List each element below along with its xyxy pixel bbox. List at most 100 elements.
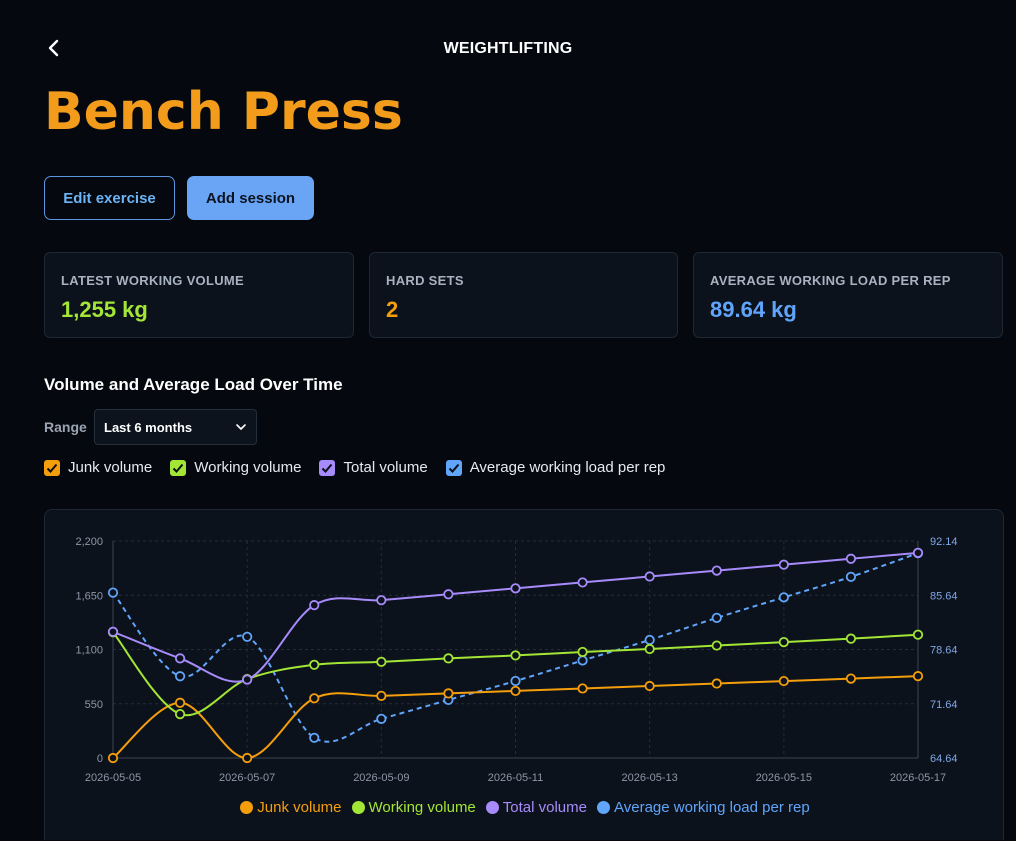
y-left-tick-label: 2,200	[75, 536, 103, 548]
range-select[interactable]: Last 6 months	[94, 409, 257, 445]
stat-card-latest-working-volume: LATEST WORKING VOLUME 1,255 kg	[44, 252, 354, 338]
data-point-total-volume	[242, 674, 253, 685]
data-point-average-working-load-per-rep	[577, 655, 588, 666]
data-point-working-volume	[644, 643, 655, 655]
checkmark-icon	[322, 463, 333, 473]
legend-label: Working volume	[368, 799, 476, 816]
back-button[interactable]	[42, 36, 66, 60]
data-point-average-working-load-per-rep	[644, 634, 655, 646]
data-point-average-working-load-per-rep	[711, 612, 722, 623]
data-point-junk-volume	[644, 680, 655, 692]
add-session-button[interactable]: Add session	[187, 176, 314, 220]
y-left-tick-label: 0	[97, 753, 103, 765]
data-point-working-volume	[309, 659, 320, 670]
legend-swatch	[240, 801, 254, 814]
data-point-total-volume	[845, 553, 857, 564]
x-tick-label: 2026-05-11	[488, 772, 543, 784]
data-point-working-volume	[912, 629, 924, 640]
toggle-junk-volume[interactable]: Junk volume	[44, 459, 152, 476]
data-point-junk-volume	[510, 685, 521, 697]
range-label: Range	[44, 419, 87, 435]
x-tick-label: 2026-05-07	[219, 772, 275, 784]
data-point-junk-volume	[376, 690, 387, 701]
y-right-tick-label: 85.64	[930, 590, 958, 602]
data-point-average-working-load-per-rep	[242, 631, 253, 642]
data-point-junk-volume	[912, 671, 924, 682]
legend-label: Average working load per rep	[614, 799, 810, 816]
data-point-total-volume	[510, 583, 521, 594]
x-tick-label: 2026-05-05	[85, 772, 141, 784]
chart-section-title: Volume and Average Load Over Time	[44, 375, 343, 394]
x-tick-label: 2026-05-09	[353, 772, 409, 784]
checkmark-icon	[173, 463, 184, 473]
stat-label: AVERAGE WORKING LOAD PER REP	[710, 273, 951, 288]
y-left-tick-label: 1,100	[75, 645, 103, 657]
toggle-label: Working volume	[194, 459, 302, 476]
toggle-total-volume[interactable]: Total volume	[319, 459, 428, 476]
stat-value: 89.64 kg	[710, 297, 797, 322]
toggle-label: Junk volume	[68, 459, 153, 476]
stat-value: 2	[386, 297, 399, 322]
data-point-total-volume	[711, 565, 722, 576]
data-point-junk-volume	[242, 752, 253, 764]
checkbox[interactable]	[445, 459, 462, 476]
data-point-junk-volume	[711, 678, 722, 689]
chart-panel: 0 550 1,100 1,650 2,200 64.64 71.64 78.64 85.64 9…	[44, 509, 1004, 840]
stat-card-hard-sets: HARD SETS 2	[369, 252, 678, 338]
x-tick-label: 2026-05-15	[756, 772, 812, 784]
series-line-average-working-load-per-rep	[112, 552, 919, 743]
data-point-junk-volume	[107, 752, 119, 764]
stat-card-average-working-load: AVERAGE WORKING LOAD PER REP 89.64 kg	[693, 252, 1003, 338]
data-point-junk-volume	[778, 675, 789, 687]
x-tick-label: 2026-05-13	[622, 772, 678, 784]
data-point-total-volume	[443, 589, 454, 600]
stat-label: LATEST WORKING VOLUME	[61, 273, 244, 288]
data-point-total-volume	[644, 571, 655, 582]
data-point-total-volume	[376, 595, 387, 606]
data-point-average-working-load-per-rep	[845, 571, 857, 582]
y-right-tick-label: 64.64	[930, 753, 958, 765]
data-point-average-working-load-per-rep	[309, 732, 320, 743]
data-point-working-volume	[443, 653, 454, 664]
stat-label: HARD SETS	[386, 273, 464, 288]
checkbox[interactable]	[319, 459, 336, 476]
legend-swatch	[351, 801, 365, 814]
data-point-total-volume	[778, 559, 789, 570]
data-point-working-volume	[174, 709, 186, 720]
legend-item-average-working-load[interactable]: Average working load per rep	[597, 799, 810, 816]
legend-item-total-volume[interactable]: Total volume	[485, 799, 587, 816]
legend-swatch	[485, 801, 499, 814]
data-point-total-volume	[107, 626, 119, 637]
data-point-junk-volume	[443, 688, 454, 699]
checkbox[interactable]	[170, 459, 187, 476]
data-point-working-volume	[510, 650, 521, 661]
data-point-junk-volume	[174, 697, 186, 708]
data-point-junk-volume	[577, 683, 588, 694]
toggle-label: Total volume	[343, 459, 428, 476]
toggle-average-working-load[interactable]: Average working load per rep	[445, 459, 666, 476]
data-point-average-working-load-per-rep	[107, 587, 119, 598]
checkbox[interactable]	[44, 459, 60, 476]
data-point-working-volume	[778, 637, 789, 648]
data-point-working-volume	[376, 656, 387, 667]
legend-label: Total volume	[502, 799, 587, 816]
legend-item-working-volume[interactable]: Working volume	[351, 799, 476, 816]
legend-item-junk-volume[interactable]: Junk volume	[240, 799, 342, 816]
data-point-junk-volume	[845, 673, 857, 684]
data-point-average-working-load-per-rep	[510, 675, 521, 687]
checkmark-icon	[46, 463, 58, 473]
data-point-total-volume	[912, 547, 924, 558]
chevron-down-icon	[236, 424, 246, 430]
y-right-tick-label: 78.64	[930, 645, 958, 657]
data-point-junk-volume	[309, 693, 320, 704]
y-left-tick-label: 1,650	[75, 590, 103, 602]
app-title: WEIGHTLIFTING	[443, 40, 573, 57]
toggle-label: Average working load per rep	[469, 459, 666, 476]
data-point-working-volume	[711, 640, 722, 651]
edit-exercise-button[interactable]: Edit exercise	[44, 176, 175, 220]
data-point-average-working-load-per-rep	[376, 713, 387, 724]
line-chart: 0 550 1,100 1,650 2,200 64.64 71.64 78.64 85.64 9…	[75, 536, 958, 784]
toggle-working-volume[interactable]: Working volume	[170, 459, 301, 476]
x-tick-label: 2026-05-17	[890, 772, 946, 784]
checkmark-icon	[448, 463, 459, 473]
